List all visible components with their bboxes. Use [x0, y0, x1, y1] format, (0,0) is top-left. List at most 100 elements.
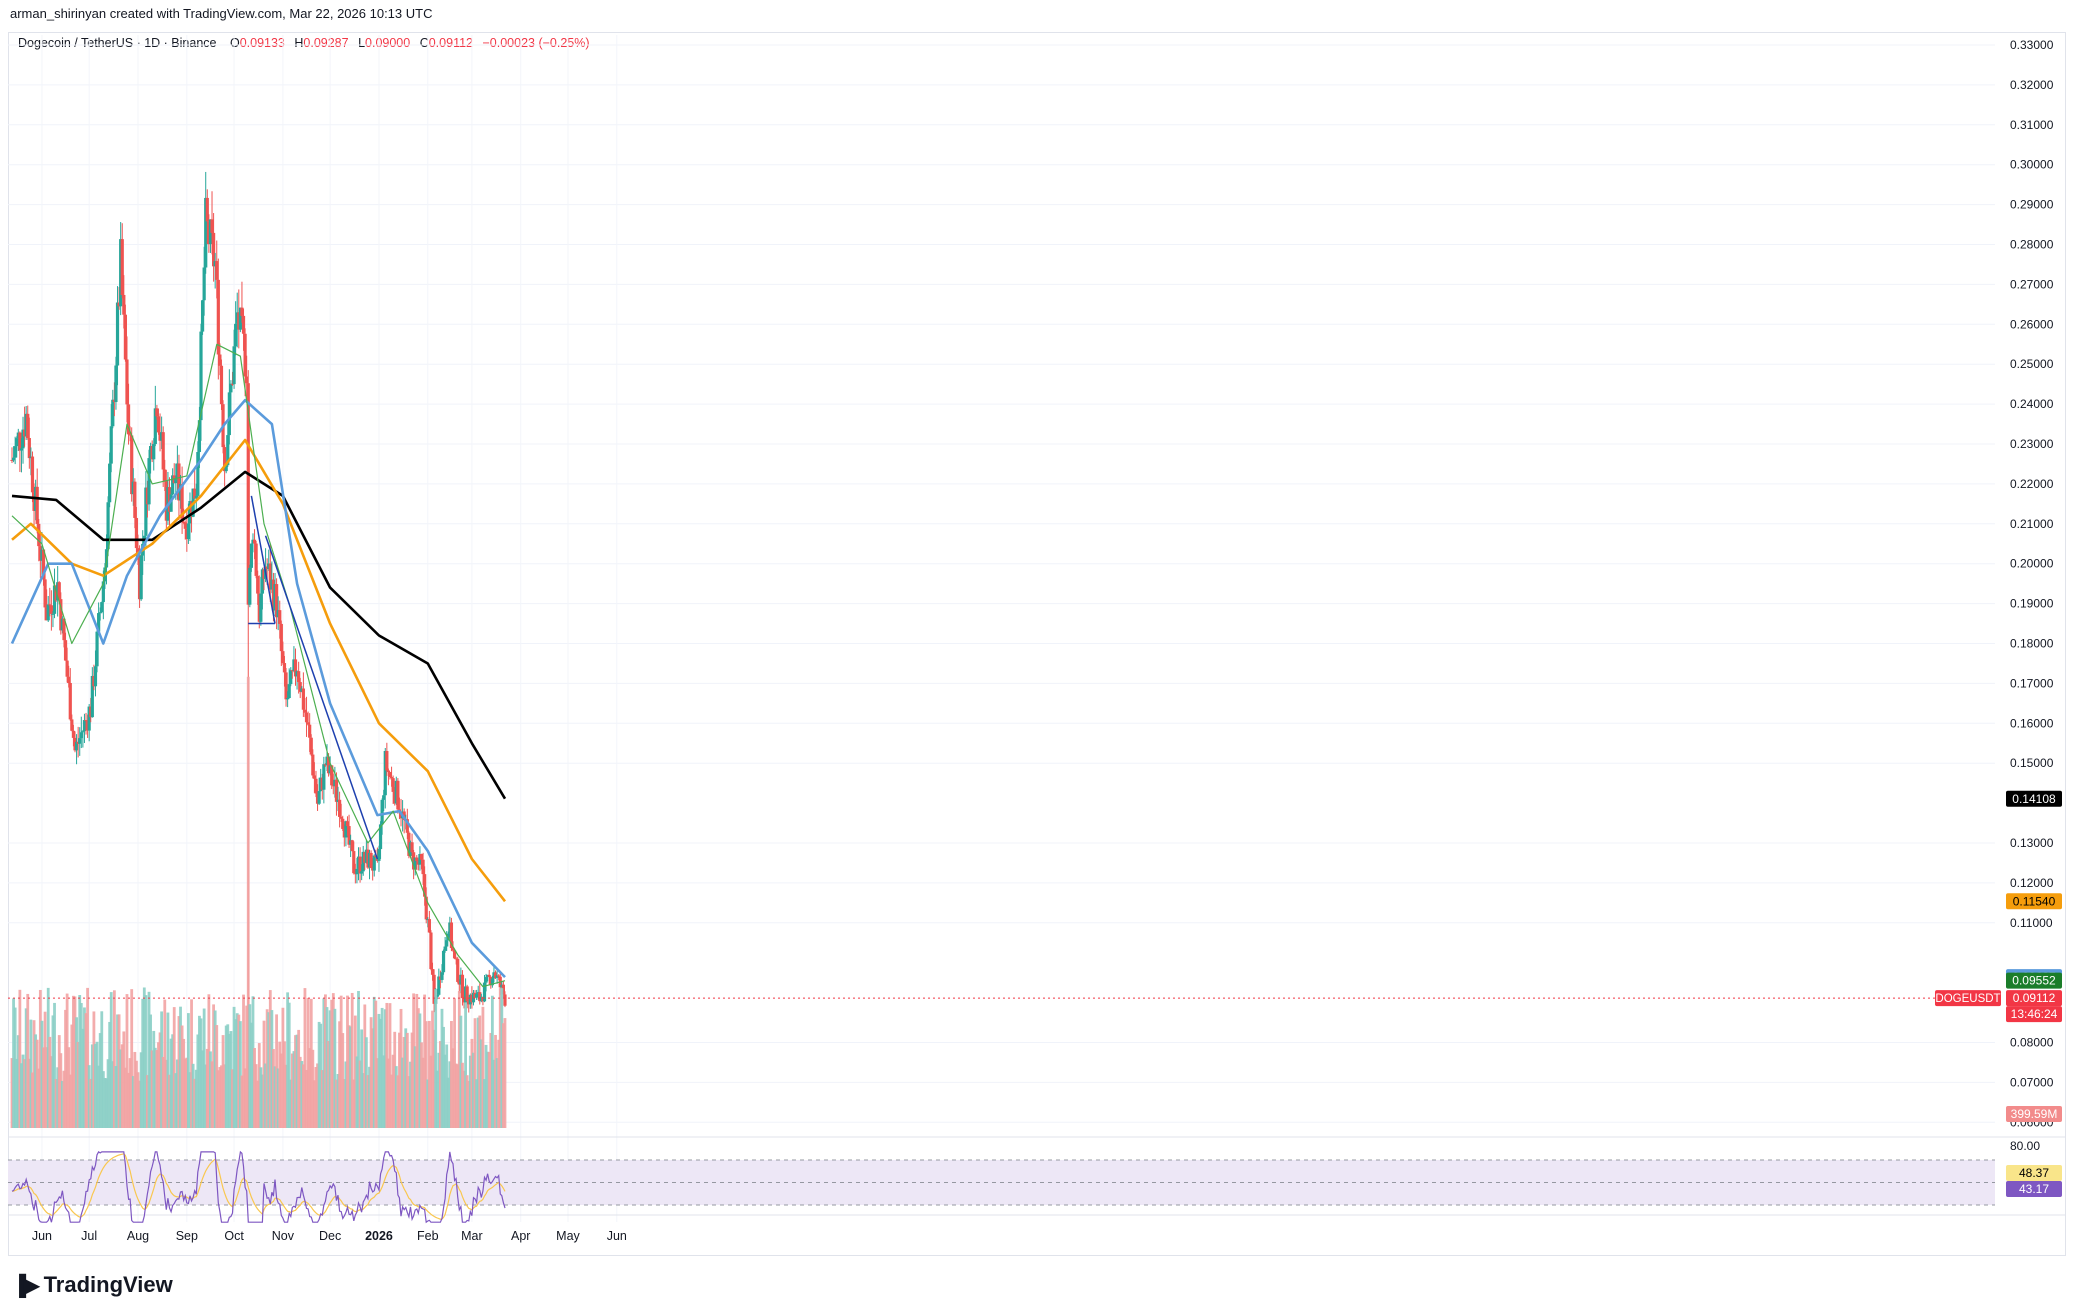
volume-bar [483, 1079, 486, 1128]
volume-bar [376, 1058, 379, 1128]
volume-bar [12, 998, 15, 1128]
volume-bar [502, 1023, 505, 1128]
volume-bar [20, 1063, 23, 1128]
price-label-text: 0.11540 [2013, 894, 2056, 908]
candle-body [139, 555, 143, 600]
volume-bar [117, 1014, 121, 1128]
volume-bar [210, 1061, 214, 1128]
candle-body [268, 563, 272, 590]
candle-body [13, 446, 17, 458]
high-label: H [294, 36, 304, 50]
candle-body [98, 612, 102, 614]
candle-body [59, 599, 63, 631]
candle-body [171, 475, 175, 495]
moving-average-line [11, 470, 507, 800]
volume-bar [432, 1029, 436, 1128]
candle-body [21, 429, 25, 449]
candle-body [452, 950, 457, 959]
x-tick-label: Dec [319, 1229, 341, 1243]
x-tick-label: Feb [417, 1229, 439, 1243]
volume-bar [327, 1041, 330, 1128]
volume-bar [235, 1013, 239, 1128]
candle-body [245, 376, 249, 384]
candle-body [18, 432, 22, 451]
volume-bar [292, 1051, 296, 1128]
volume-bar [253, 1048, 256, 1128]
candle-body [15, 438, 19, 447]
candle-body [347, 826, 351, 845]
volume-bar [65, 993, 69, 1128]
volume-bar [237, 1014, 241, 1128]
candle-body [41, 549, 46, 580]
close-value: 0.09112 [428, 36, 473, 50]
volume-bar [423, 994, 427, 1128]
x-tick-label: Jun [32, 1229, 52, 1243]
volume-bar [146, 1075, 149, 1128]
volume-bar [336, 1074, 340, 1128]
volume-bar [202, 1008, 206, 1128]
volume-bar [147, 991, 151, 1128]
volume-bar [325, 1007, 329, 1128]
volume-bar [366, 1075, 370, 1128]
volume-bar [434, 989, 438, 1128]
volume-bar [287, 1002, 291, 1128]
tradingview-logo[interactable]: ▐▶ TradingView [12, 1272, 173, 1298]
volume-bar [61, 1080, 64, 1128]
candle-body [396, 780, 400, 810]
candle-body [383, 750, 387, 796]
volume-bar [120, 1044, 124, 1128]
volume-bar [295, 1034, 299, 1128]
volume-bar [319, 1023, 323, 1128]
volume-bar [350, 992, 354, 1128]
candle-body [456, 958, 460, 982]
volume-bar [86, 987, 89, 1128]
volume-bar [37, 1068, 41, 1128]
candle-body [133, 481, 137, 518]
candle-body [106, 502, 110, 550]
candle-body [218, 354, 222, 366]
volume-bar [453, 998, 456, 1128]
candle-body [475, 993, 479, 998]
symbol-tag [1935, 990, 2001, 1007]
candle-body [484, 977, 488, 983]
candle-body [93, 666, 98, 687]
candle-body [43, 579, 47, 608]
y-tick-label: 0.26000 [2010, 317, 2054, 331]
y-tick-label: 0.08000 [2010, 1036, 2054, 1050]
volume-bar [439, 1041, 442, 1128]
volume-bar [410, 1032, 414, 1128]
symbol-name[interactable]: Dogecoin / TetherUS · 1D · Binance [18, 36, 217, 50]
volume-bar [224, 1025, 228, 1128]
volume-bar [106, 1059, 110, 1128]
volume-bar [330, 999, 334, 1128]
volume-bar [83, 1007, 86, 1128]
volume-bar [227, 1033, 231, 1128]
volume-bar [275, 1014, 278, 1128]
volume-bar [297, 1029, 301, 1128]
volume-bar [289, 1079, 293, 1128]
volume-bar [435, 1070, 439, 1128]
candle-body [309, 737, 313, 755]
volume-bar [199, 1018, 203, 1128]
candle-body [87, 706, 91, 731]
volume-bar [158, 1032, 162, 1128]
candle-body [122, 294, 126, 315]
volume-bar [268, 990, 272, 1128]
y-tick-label: 0.28000 [2010, 238, 2054, 252]
candle-body [78, 738, 82, 744]
volume-bar [431, 1010, 434, 1128]
candle-body [114, 365, 118, 403]
volume-bar [399, 1008, 403, 1128]
candle-body [334, 779, 339, 802]
candle-body [405, 819, 409, 833]
volume-bar [216, 1070, 220, 1128]
candle-body [197, 420, 202, 453]
volume-bar [59, 1053, 63, 1128]
candle-body [413, 857, 417, 870]
y-tick-label: 0.24000 [2010, 397, 2054, 411]
volume-bar [413, 1046, 417, 1128]
volume-bar [497, 1039, 501, 1128]
volume-bar [221, 1035, 225, 1128]
candle-body [109, 426, 113, 464]
